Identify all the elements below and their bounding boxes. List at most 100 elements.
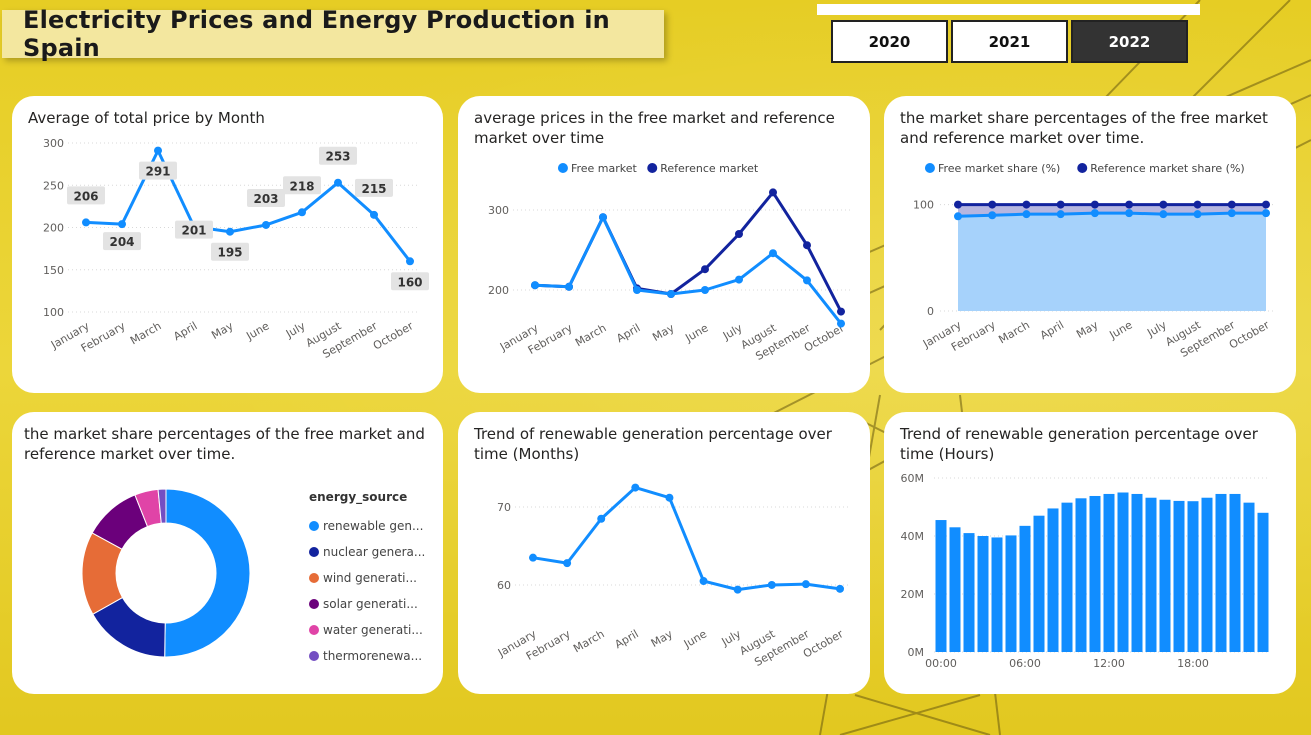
donut-slice bbox=[164, 488, 251, 658]
data-point bbox=[633, 286, 641, 294]
legend-item[interactable]: renewable gen... bbox=[309, 513, 439, 539]
data-point bbox=[118, 220, 126, 229]
x-tick-label: 18:00 bbox=[1177, 657, 1209, 670]
legend-label: Free market share (%) bbox=[938, 162, 1060, 175]
data-point bbox=[1262, 209, 1270, 218]
legend-label: Reference market share (%) bbox=[1090, 162, 1244, 175]
legend-marker bbox=[557, 163, 568, 173]
free-area bbox=[958, 213, 1266, 311]
x-tick-label: April bbox=[171, 319, 199, 343]
dashboard-title: Electricity Prices and Energy Production… bbox=[23, 6, 610, 62]
data-point bbox=[735, 275, 743, 284]
free-vs-reference-card: average prices in the free market and re… bbox=[458, 96, 870, 393]
free-vs-reference-chart[interactable]: Free market Reference market200300January… bbox=[458, 96, 870, 393]
bar bbox=[1075, 498, 1087, 652]
legend-label: wind generati... bbox=[323, 571, 417, 585]
x-tick-label: 12:00 bbox=[1093, 657, 1125, 670]
x-tick-label: May bbox=[1074, 318, 1101, 341]
data-point bbox=[735, 230, 743, 238]
data-label: 201 bbox=[181, 224, 206, 238]
y-tick-label: 20M bbox=[901, 588, 925, 601]
x-tick-label: March bbox=[996, 318, 1032, 346]
data-point bbox=[1262, 200, 1270, 209]
chart-title: average prices in the free market and re… bbox=[474, 109, 835, 147]
legend-item[interactable]: solar generati... bbox=[309, 591, 439, 617]
data-point bbox=[803, 241, 811, 250]
data-point bbox=[1090, 209, 1099, 218]
data-point bbox=[531, 281, 539, 290]
data-point bbox=[599, 213, 607, 222]
year-button-2022[interactable]: 2022 bbox=[1071, 20, 1188, 63]
chart-title: Trend of renewable generation percentage… bbox=[900, 425, 1258, 463]
legend-label: solar generati... bbox=[323, 597, 418, 611]
series-line bbox=[532, 486, 841, 592]
market-share-chart[interactable]: Free market share (%) Reference market sh… bbox=[884, 96, 1296, 393]
data-point bbox=[1159, 210, 1168, 219]
legend-marker bbox=[309, 547, 319, 557]
legend-marker bbox=[1077, 163, 1088, 173]
legend-title: energy_source bbox=[309, 490, 408, 504]
bar bbox=[1187, 501, 1199, 652]
bar bbox=[1159, 499, 1171, 652]
data-label: 253 bbox=[325, 150, 350, 164]
bar bbox=[977, 536, 989, 652]
x-tick-label: October bbox=[371, 319, 416, 353]
bar bbox=[1229, 493, 1241, 652]
legend-marker bbox=[309, 599, 319, 609]
legend-label: Reference market bbox=[660, 162, 759, 175]
data-label: 204 bbox=[109, 235, 134, 249]
data-point bbox=[954, 200, 962, 209]
x-tick-label: May bbox=[209, 319, 236, 342]
energy-source-donut-chart[interactable] bbox=[12, 412, 443, 694]
x-tick-label: April bbox=[614, 321, 642, 345]
y-tick-label: 200 bbox=[488, 284, 509, 297]
data-point bbox=[767, 580, 776, 589]
x-tick-label: March bbox=[128, 319, 164, 347]
y-tick-label: 0 bbox=[927, 305, 934, 318]
legend-item[interactable]: wind generati... bbox=[309, 565, 439, 591]
data-label: 206 bbox=[73, 189, 98, 203]
data-point bbox=[1090, 200, 1099, 209]
data-point bbox=[988, 211, 997, 220]
x-tick-label: 00:00 bbox=[925, 657, 957, 670]
data-label-bg bbox=[319, 146, 357, 165]
data-label-bg bbox=[211, 242, 249, 261]
data-point bbox=[406, 257, 414, 266]
data-point bbox=[836, 584, 844, 593]
year-button-2020[interactable]: 2020 bbox=[831, 20, 948, 63]
bar bbox=[935, 520, 947, 652]
renewable-hours-chart[interactable]: 0M 20M 40M 60M 00:00 06:00 12:00 18:00 bbox=[884, 412, 1296, 694]
chart-title: the market share percentages of the free… bbox=[900, 109, 1268, 147]
data-point bbox=[563, 559, 572, 568]
data-point bbox=[370, 210, 378, 219]
x-tick-label: May bbox=[650, 321, 677, 344]
legend-label: nuclear genera... bbox=[323, 545, 426, 559]
bar bbox=[1117, 492, 1129, 652]
y-tick-label: 40M bbox=[901, 530, 925, 543]
donut-legend: energy_source renewable gen... nuclear ge… bbox=[309, 490, 439, 669]
x-tick-label: 06:00 bbox=[1009, 657, 1041, 670]
year-button-2021[interactable]: 2021 bbox=[951, 20, 1068, 63]
series-line bbox=[957, 211, 1266, 218]
avg-total-price-card: Average of total price by Month 100 150 20… bbox=[12, 96, 443, 393]
bar bbox=[1173, 500, 1185, 652]
data-point bbox=[529, 553, 537, 562]
legend-item[interactable]: nuclear genera... bbox=[309, 539, 439, 565]
data-point bbox=[226, 227, 234, 236]
data-label-bg bbox=[391, 272, 429, 291]
data-label: 215 bbox=[361, 182, 386, 196]
legend-item[interactable]: thermorenewa... bbox=[309, 643, 439, 669]
data-point bbox=[1159, 200, 1168, 209]
data-point bbox=[701, 286, 709, 294]
legend-item[interactable]: water generati... bbox=[309, 617, 439, 643]
data-point bbox=[1022, 210, 1031, 219]
y-tick-label: 300 bbox=[43, 137, 64, 150]
data-point bbox=[154, 146, 162, 155]
bar bbox=[1005, 535, 1017, 652]
bar bbox=[1103, 493, 1115, 652]
data-point bbox=[837, 307, 845, 316]
data-point bbox=[699, 577, 708, 586]
y-tick-label: 200 bbox=[43, 222, 64, 235]
